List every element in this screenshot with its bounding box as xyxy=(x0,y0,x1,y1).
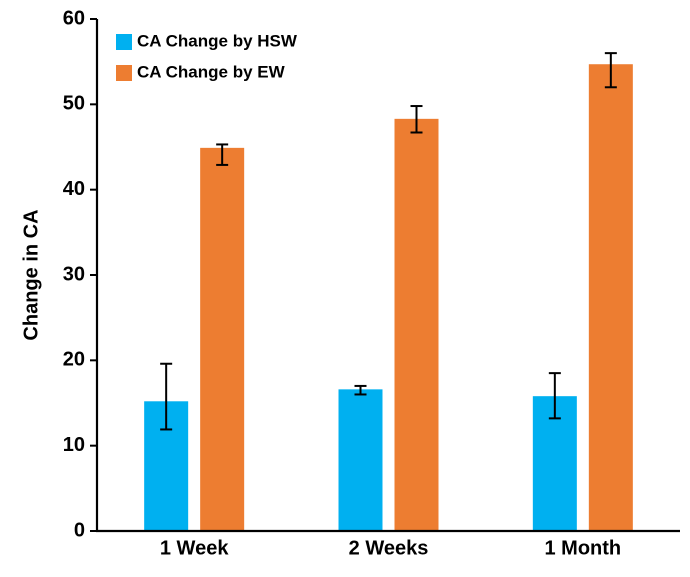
y-tick-label: 30 xyxy=(63,263,85,285)
error-bars xyxy=(160,52,617,431)
x-tick-label: 1 Month xyxy=(545,537,622,559)
bars xyxy=(144,64,633,531)
y-tick-label: 0 xyxy=(74,519,85,541)
y-tick-label: 40 xyxy=(63,178,85,200)
y-axis-title: Change in CA xyxy=(20,209,42,340)
legend-label: CA Change by EW xyxy=(137,62,286,81)
y-tick-label: 50 xyxy=(63,93,85,115)
x-tick-label: 2 Weeks xyxy=(349,537,429,559)
y-tick-label: 20 xyxy=(63,349,85,371)
y-axis-ticks: 0 10 20 30 40 50 60 xyxy=(63,7,97,541)
bar-hsw xyxy=(338,389,383,531)
bar-ew xyxy=(588,64,633,531)
bar-ew xyxy=(200,147,245,531)
legend-swatch xyxy=(116,34,132,50)
bar-ew xyxy=(394,118,439,531)
x-tick-label: 1 Week xyxy=(160,537,229,559)
axes xyxy=(95,19,680,533)
x-axis-ticks: 1 Week 2 Weeks 1 Month xyxy=(160,537,621,559)
legend: CA Change by HSW CA Change by EW xyxy=(116,31,298,81)
y-tick-label: 10 xyxy=(63,434,85,456)
y-tick-label: 60 xyxy=(63,7,85,29)
legend-swatch xyxy=(116,65,132,81)
legend-label: CA Change by HSW xyxy=(137,31,298,50)
